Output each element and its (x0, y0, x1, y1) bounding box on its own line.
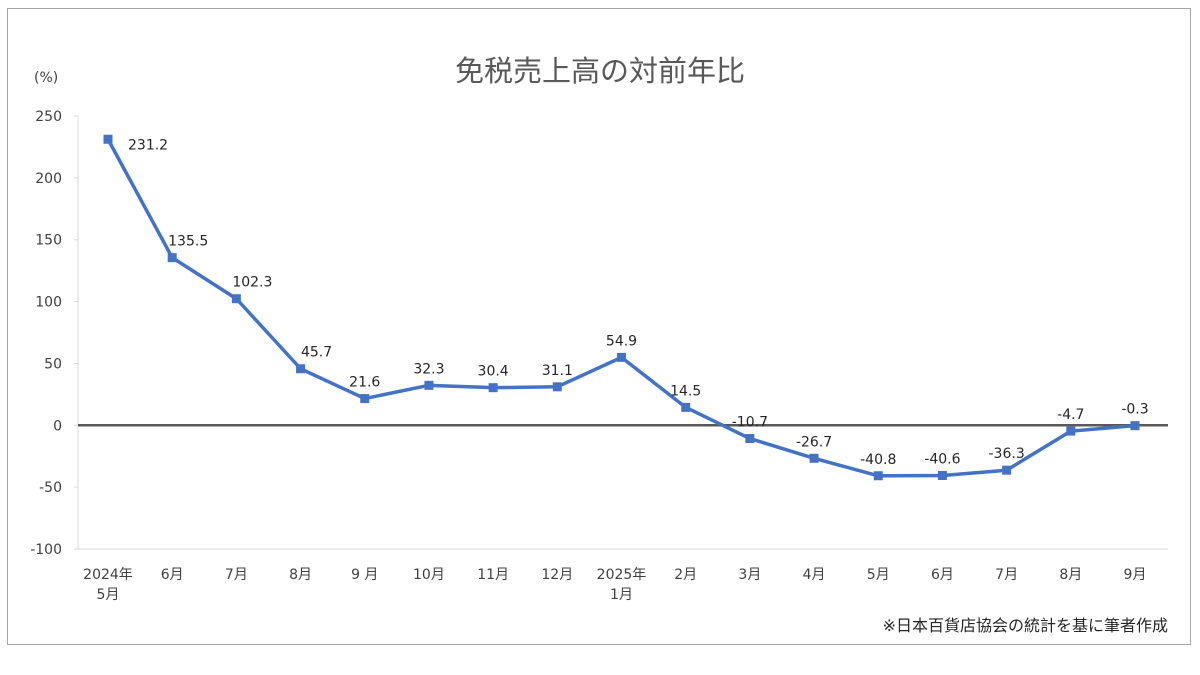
data-point-marker (1130, 421, 1140, 431)
x-tick-label: 9月 (1124, 567, 1147, 583)
x-tick-label: 7月 (995, 567, 1018, 583)
source-note: ※日本百貨店協会の統計を基に筆者作成 (882, 616, 1168, 635)
data-point-marker (231, 294, 241, 304)
data-point-marker (360, 394, 370, 404)
data-point-marker (681, 402, 691, 412)
y-tick-label: -100 (30, 542, 62, 558)
data-point-marker (167, 253, 177, 263)
data-label: 30.4 (478, 364, 509, 380)
data-label: -0.3 (1121, 402, 1148, 418)
data-label: 231.2 (128, 137, 168, 153)
y-tick-label: 250 (35, 109, 62, 125)
data-label: -4.7 (1057, 407, 1084, 423)
y-tick-label: 200 (35, 171, 62, 187)
data-point-marker (552, 382, 562, 392)
data-label: 135.5 (168, 234, 208, 250)
data-point-marker (617, 352, 626, 362)
x-tick-label: 4月 (803, 567, 826, 583)
data-label: 14.5 (670, 383, 701, 399)
data-point-marker (488, 383, 498, 393)
x-tick-label: 6月 (931, 567, 954, 583)
data-label: 45.7 (301, 345, 332, 361)
x-tick-label: 2025年 1月 (597, 567, 647, 603)
data-point-marker (745, 434, 755, 444)
x-tick-label: 8月 (289, 567, 312, 583)
y-axis-unit: (%) (34, 70, 59, 86)
data-label: 102.3 (232, 275, 272, 291)
data-point-marker (873, 471, 883, 481)
data-label: -10.7 (732, 415, 768, 431)
data-point-marker (937, 471, 947, 481)
data-point-marker (809, 453, 819, 463)
x-tick-label: 3月 (738, 567, 761, 583)
data-label: 21.6 (349, 375, 380, 391)
chart-frame (7, 8, 1191, 645)
data-label: -40.8 (860, 452, 896, 468)
x-tick-label: 11月 (477, 567, 509, 583)
data-point-marker (103, 134, 113, 144)
x-tick-label: 8月 (1059, 567, 1082, 583)
y-tick-label: 0 (53, 418, 62, 434)
y-tick-label: 100 (35, 295, 62, 311)
x-tick-label: 2月 (674, 567, 697, 583)
data-point-marker (1066, 426, 1076, 436)
chart-title: 免税売上高の対前年比 (454, 54, 745, 88)
data-label: 54.9 (606, 333, 637, 349)
data-label: -26.7 (796, 434, 832, 450)
y-tick-label: 50 (44, 356, 62, 372)
x-tick-label: 10月 (413, 567, 445, 583)
data-label: -36.3 (989, 446, 1025, 462)
data-point-marker (424, 380, 434, 390)
x-tick-label: 9 月 (351, 567, 378, 583)
data-point-marker (296, 364, 306, 374)
data-label: 31.1 (542, 363, 573, 379)
x-tick-label: 6月 (161, 567, 184, 583)
data-label: 32.3 (413, 361, 444, 377)
y-tick-label: -50 (39, 480, 62, 496)
x-tick-label: 5月 (867, 567, 890, 583)
x-tick-label: 7月 (225, 567, 248, 583)
x-tick-label: 2024年 5月 (83, 567, 133, 603)
y-tick-label: 150 (35, 233, 62, 249)
data-label: -40.6 (924, 452, 960, 468)
data-point-marker (1002, 465, 1012, 475)
x-tick-label: 12月 (541, 567, 573, 583)
